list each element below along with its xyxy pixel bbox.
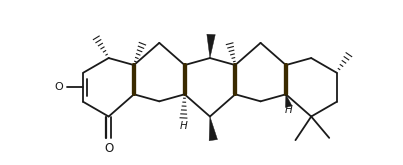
Polygon shape (285, 94, 292, 107)
Text: H: H (180, 121, 187, 131)
Text: H: H (285, 105, 293, 115)
Text: O: O (104, 142, 113, 155)
Polygon shape (209, 116, 218, 141)
Text: O: O (54, 82, 63, 92)
Polygon shape (207, 34, 215, 58)
